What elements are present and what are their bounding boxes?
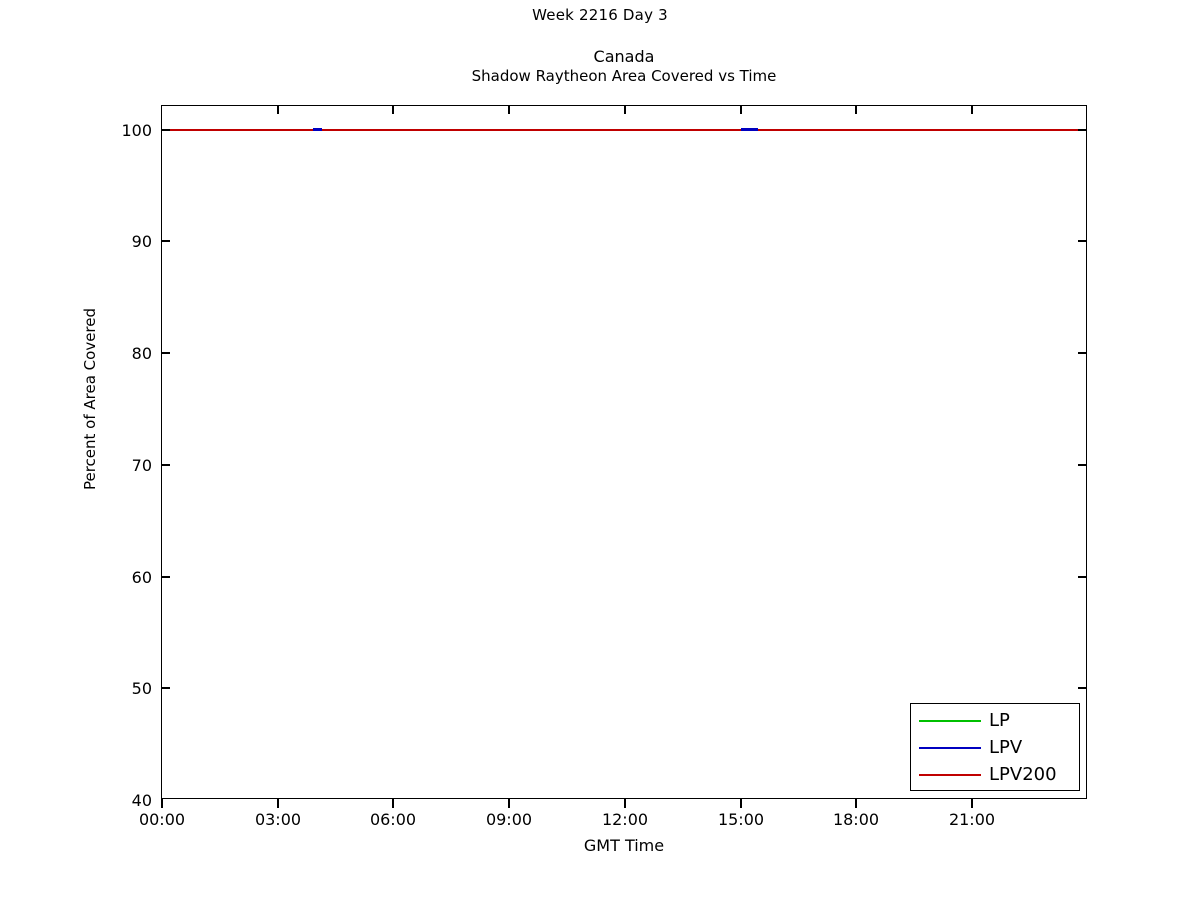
y-tick-mark-80 bbox=[161, 352, 170, 354]
x-tick-mark-1200-top bbox=[624, 105, 626, 114]
y-tick-mark-80-right bbox=[1078, 352, 1087, 354]
x-tick-label-0600: 06:00 bbox=[369, 810, 417, 829]
x-tick-mark-2100 bbox=[971, 799, 973, 808]
legend-item-lp: LP bbox=[919, 708, 1075, 734]
x-tick-mark-0300-top bbox=[277, 105, 279, 114]
y-tick-mark-70 bbox=[161, 464, 170, 466]
y-tick-mark-90-right bbox=[1078, 240, 1087, 242]
y-tick-mark-90 bbox=[161, 240, 170, 242]
legend-label-lpv200: LPV200 bbox=[989, 764, 1057, 785]
x-tick-mark-1500 bbox=[740, 799, 742, 808]
plot-frame bbox=[161, 105, 1087, 799]
legend: LP LPV LPV200 bbox=[910, 703, 1080, 791]
x-tick-mark-0000 bbox=[161, 799, 163, 808]
y-tick-mark-100 bbox=[161, 129, 170, 131]
y-tick-label-80: 80 bbox=[131, 344, 152, 363]
plot-area bbox=[162, 106, 1086, 798]
legend-label-lp: LP bbox=[989, 710, 1010, 731]
chart-subtitle: Shadow Raytheon Area Covered vs Time bbox=[471, 67, 777, 85]
x-tick-mark-1500-top bbox=[740, 105, 742, 114]
legend-item-lpv: LPV bbox=[919, 735, 1075, 761]
week-day-title: Week 2216 Day 3 bbox=[532, 6, 668, 24]
x-tick-mark-2100-top bbox=[971, 105, 973, 114]
x-tick-mark-1800-top bbox=[855, 105, 857, 114]
legend-swatch-lp bbox=[919, 720, 981, 722]
series-line-lpv200 bbox=[162, 129, 1086, 131]
series-segment-lpv-0358 bbox=[313, 128, 322, 131]
y-tick-mark-70-right bbox=[1078, 464, 1087, 466]
legend-swatch-lpv200 bbox=[919, 774, 981, 776]
y-tick-mark-50-right bbox=[1078, 687, 1087, 689]
x-tick-label-0300: 03:00 bbox=[254, 810, 302, 829]
y-tick-mark-60-right bbox=[1078, 576, 1087, 578]
x-tick-mark-0600 bbox=[392, 799, 394, 808]
chart-title-block: Canada Shadow Raytheon Area Covered vs T… bbox=[161, 47, 1087, 86]
x-tick-mark-1200 bbox=[624, 799, 626, 808]
y-tick-mark-60 bbox=[161, 576, 170, 578]
x-axis-title: GMT Time bbox=[583, 836, 665, 855]
y-tick-label-40: 40 bbox=[131, 791, 152, 810]
legend-label-lpv: LPV bbox=[989, 737, 1023, 758]
y-tick-label-70: 70 bbox=[131, 456, 152, 475]
x-tick-label-1800: 18:00 bbox=[832, 810, 880, 829]
legend-item-lpv200: LPV200 bbox=[919, 762, 1075, 788]
x-tick-mark-0300 bbox=[277, 799, 279, 808]
y-tick-label-100: 100 bbox=[121, 121, 152, 140]
y-tick-label-90: 90 bbox=[131, 232, 152, 251]
y-tick-mark-100-right bbox=[1078, 129, 1087, 131]
x-tick-mark-0900-top bbox=[508, 105, 510, 114]
series-segment-lpv-1505 bbox=[741, 128, 758, 131]
x-tick-label-0900: 09:00 bbox=[485, 810, 533, 829]
y-tick-label-60: 60 bbox=[131, 568, 152, 587]
chart-region-title: Canada bbox=[593, 47, 655, 66]
y-tick-label-50: 50 bbox=[131, 679, 152, 698]
x-tick-label-0000: 00:00 bbox=[138, 810, 186, 829]
legend-swatch-lpv bbox=[919, 747, 981, 749]
x-tick-mark-1800 bbox=[855, 799, 857, 808]
x-tick-mark-0900 bbox=[508, 799, 510, 808]
x-tick-label-1200: 12:00 bbox=[601, 810, 649, 829]
x-tick-label-1500: 15:00 bbox=[717, 810, 765, 829]
x-tick-label-2100: 21:00 bbox=[948, 810, 996, 829]
x-tick-mark-0600-top bbox=[392, 105, 394, 114]
y-axis-title: Percent of Area Covered bbox=[81, 307, 99, 491]
y-tick-mark-50 bbox=[161, 687, 170, 689]
